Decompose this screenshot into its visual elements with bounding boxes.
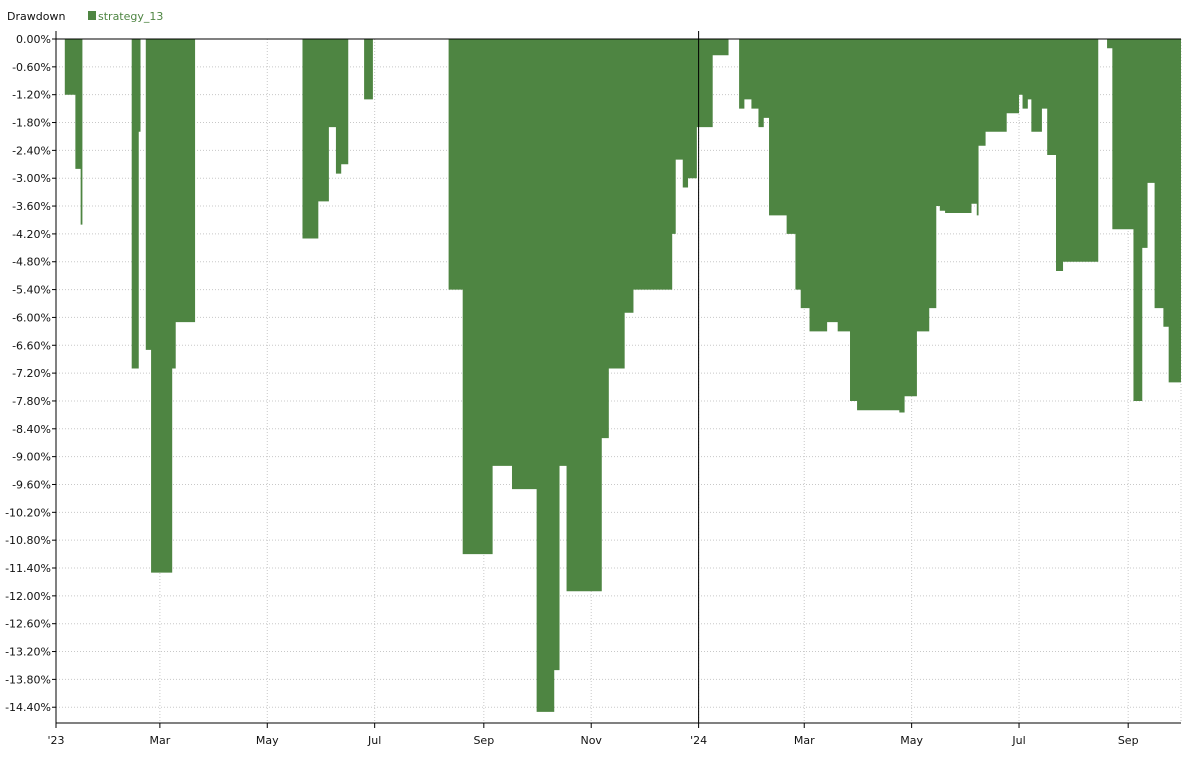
y-tick-label: -3.60%: [12, 200, 51, 213]
y-tick-label: -5.40%: [12, 284, 51, 297]
x-tick-labels: '23 Mar May Jul Sep Nov '24 Mar May Jul Sep: [47, 723, 1139, 747]
x-tick-label: May: [900, 734, 923, 747]
y-tick-label: -7.20%: [12, 367, 51, 380]
y-tick-label: -14.40%: [5, 701, 51, 714]
y-tick-labels: 0.00% -0.60% -1.20% -1.80% -2.40% -3.00% -3.60…: [5, 33, 56, 714]
x-tick-label: Sep: [1118, 734, 1139, 747]
x-tick-label: Mar: [149, 734, 170, 747]
y-tick-label: -10.20%: [5, 506, 51, 519]
legend-label-strategy-13: strategy_13: [98, 10, 163, 23]
y-tick-label: -0.60%: [12, 61, 51, 74]
y-tick-label: -2.40%: [12, 144, 51, 157]
x-tick-label: Sep: [473, 734, 494, 747]
chart-title: Drawdown: [7, 10, 65, 23]
y-tick-label: -13.20%: [5, 646, 51, 659]
y-tick-label: -9.60%: [12, 478, 51, 491]
y-tick-label: -4.20%: [12, 228, 51, 241]
x-tick-label: Jul: [367, 734, 381, 747]
y-tick-label: -12.00%: [5, 590, 51, 603]
x-tick-label: Jul: [1011, 734, 1025, 747]
legend-swatch: [88, 11, 96, 20]
y-tick-label: -13.80%: [5, 673, 51, 686]
legend: Drawdown strategy_13: [7, 10, 163, 23]
x-tick-label: '23: [47, 734, 64, 747]
y-tick-label: -9.00%: [12, 451, 51, 464]
y-tick-label: -4.80%: [12, 256, 51, 269]
x-tick-label: May: [256, 734, 279, 747]
y-tick-label: -6.60%: [12, 339, 51, 352]
y-tick-label: -3.00%: [12, 172, 51, 185]
drawdown-area-strategy-13: [64, 39, 1181, 712]
x-tick-label: '24: [690, 734, 707, 747]
axes: [55, 31, 1181, 724]
y-tick-label: -11.40%: [5, 562, 51, 575]
y-tick-label: -1.20%: [12, 89, 51, 102]
y-tick-label: 0.00%: [16, 33, 51, 46]
x-tick-label: Mar: [794, 734, 815, 747]
y-tick-label: -8.40%: [12, 423, 51, 436]
y-tick-label: -12.60%: [5, 618, 51, 631]
y-tick-label: -7.80%: [12, 395, 51, 408]
x-tick-label: Nov: [580, 734, 602, 747]
y-tick-label: -1.80%: [12, 117, 51, 130]
y-tick-label: -6.00%: [12, 311, 51, 324]
series-area: [64, 39, 1181, 712]
y-tick-label: -10.80%: [5, 534, 51, 547]
